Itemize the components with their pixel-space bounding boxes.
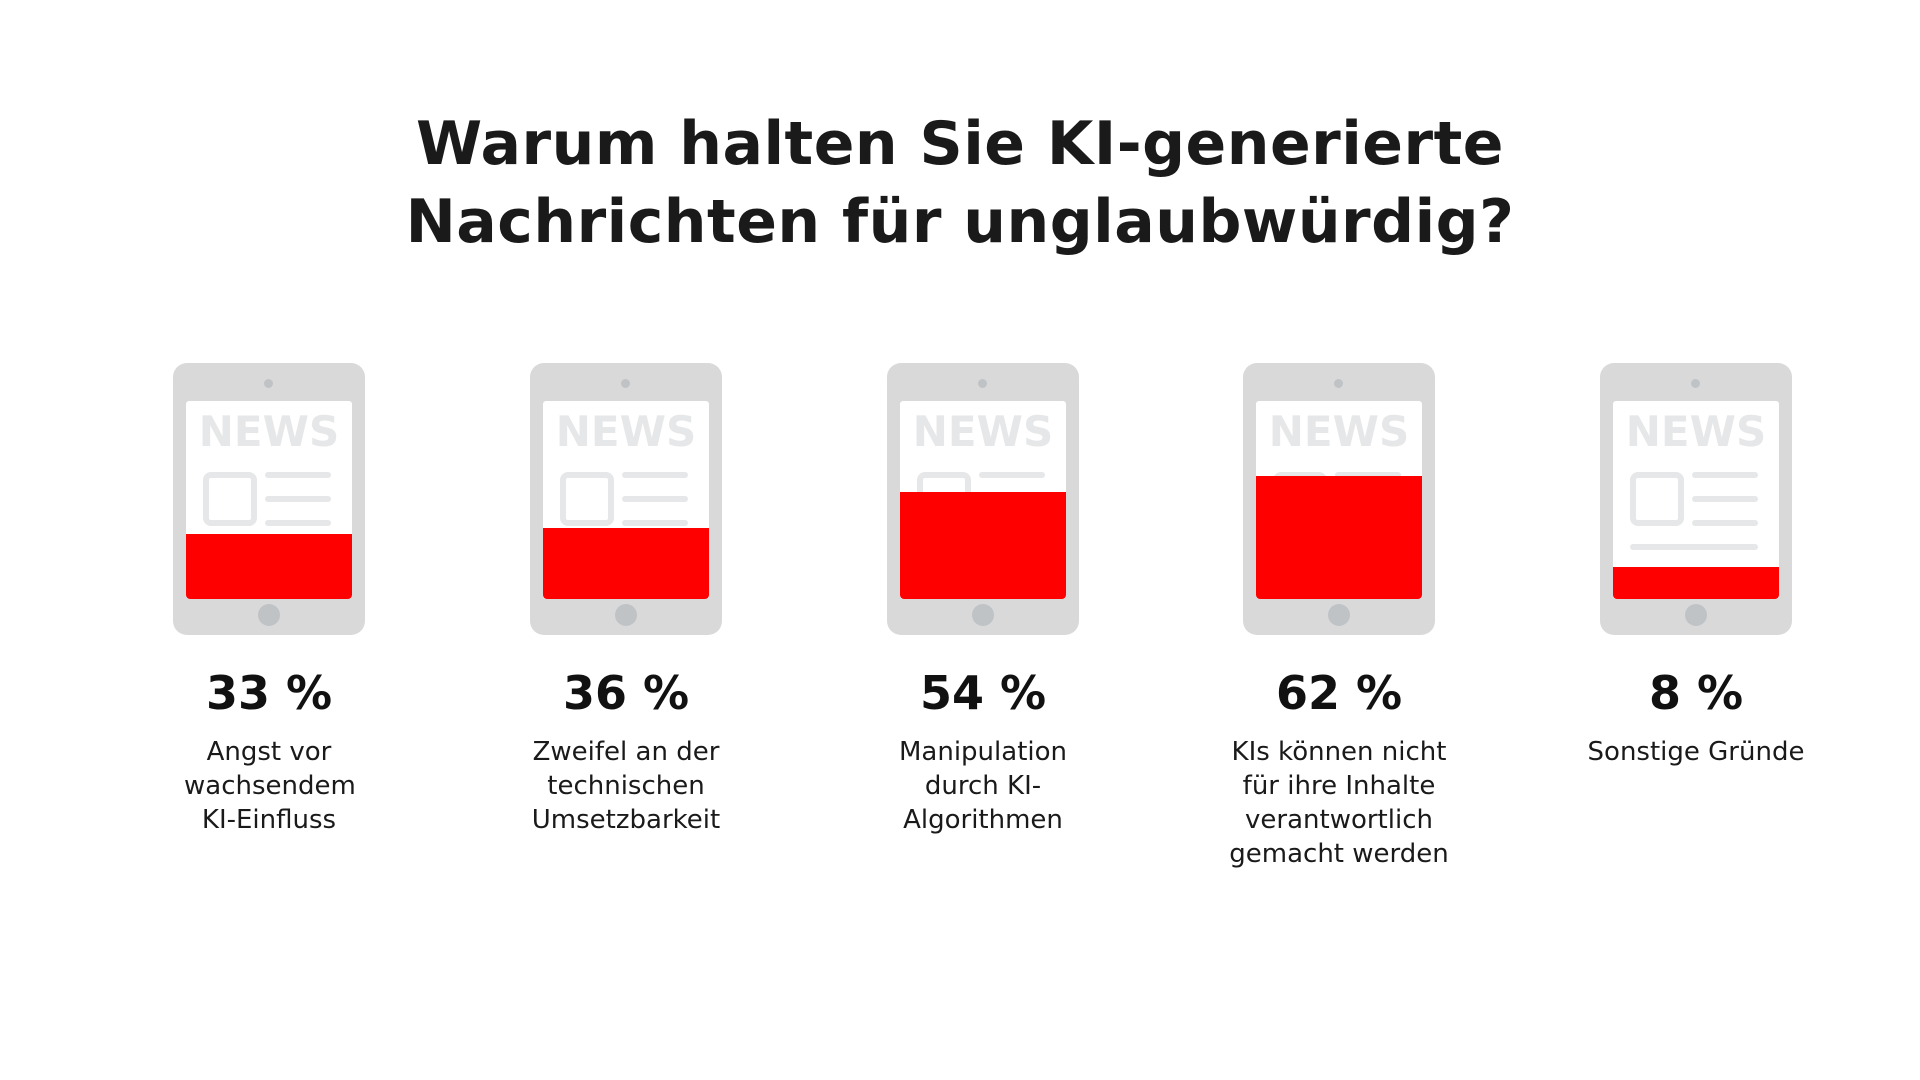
news-text: NEWS (199, 407, 339, 456)
chart-item: NEWS 33 % Angst vor wachsendem KI-Einflu… (99, 363, 439, 837)
home-button (1685, 604, 1707, 626)
tablet-icon: NEWS (1600, 363, 1792, 635)
image-placeholder-icon (1630, 472, 1684, 526)
news-text: NEWS (1626, 407, 1766, 456)
value-label: 54 % (919, 666, 1047, 720)
newspaper-icon: NEWS (199, 407, 339, 550)
value-fill-bar (1256, 476, 1422, 599)
tablet-icon: NEWS (173, 363, 365, 635)
value-label: 33 % (205, 666, 333, 720)
camera-dot (264, 379, 273, 388)
value-fill-bar (186, 533, 352, 599)
home-button (972, 604, 994, 626)
category-label: Sonstige Gründe (1587, 737, 1805, 767)
news-screen: NEWS (186, 401, 352, 599)
tablet-icon: NEWS (887, 363, 1079, 635)
news-screen: NEWS (1256, 401, 1422, 599)
image-placeholder-icon (560, 472, 614, 526)
category-label: Manipulation durch KI-Algorithmen (898, 737, 1067, 835)
news-text: NEWS (556, 407, 696, 456)
news-text: NEWS (913, 407, 1053, 456)
value-fill-bar (1613, 567, 1779, 599)
news-screen: NEWS (1613, 401, 1779, 599)
camera-dot (621, 379, 630, 388)
category-label: Angst vor wachsendem KI-Einfluss (184, 737, 356, 835)
category-label: Zweifel an der technischen Umsetzbarkeit (531, 737, 721, 835)
chart-title-line-1: Warum halten Sie KI-generierte (416, 109, 1504, 179)
tablet-icon: NEWS (1243, 363, 1435, 635)
camera-dot (978, 379, 987, 388)
newspaper-icon: NEWS (1626, 407, 1766, 550)
chart-title: Warum halten Sie KI-generierte Nachricht… (0, 105, 1920, 261)
value-fill-bar (900, 492, 1066, 599)
image-placeholder-icon (203, 472, 257, 526)
news-text: NEWS (1269, 407, 1409, 456)
value-label: 62 % (1275, 666, 1403, 720)
news-screen: NEWS (543, 401, 709, 599)
home-button (258, 604, 280, 626)
tablet-icon: NEWS (530, 363, 722, 635)
chart-item: NEWS 36 % Zweifel an der technischen Ums… (456, 363, 796, 837)
value-fill-bar (543, 527, 709, 599)
value-label: 8 % (1648, 666, 1744, 720)
home-button (1328, 604, 1350, 626)
chart-item: NEWS 8 % Sonstige Gründe (1526, 363, 1866, 769)
camera-dot (1691, 379, 1700, 388)
chart-title-line-2: Nachrichten für unglaubwürdig? (405, 187, 1515, 257)
chart-item: NEWS 54 % Manipulation durch KI-Algorith… (813, 363, 1153, 837)
home-button (615, 604, 637, 626)
camera-dot (1334, 379, 1343, 388)
chart-item: NEWS 62 % KIs können nicht für ihre Inha… (1169, 363, 1509, 871)
value-label: 36 % (562, 666, 690, 720)
category-label: KIs können nicht für ihre Inhalte verant… (1229, 737, 1449, 869)
news-screen: NEWS (900, 401, 1066, 599)
